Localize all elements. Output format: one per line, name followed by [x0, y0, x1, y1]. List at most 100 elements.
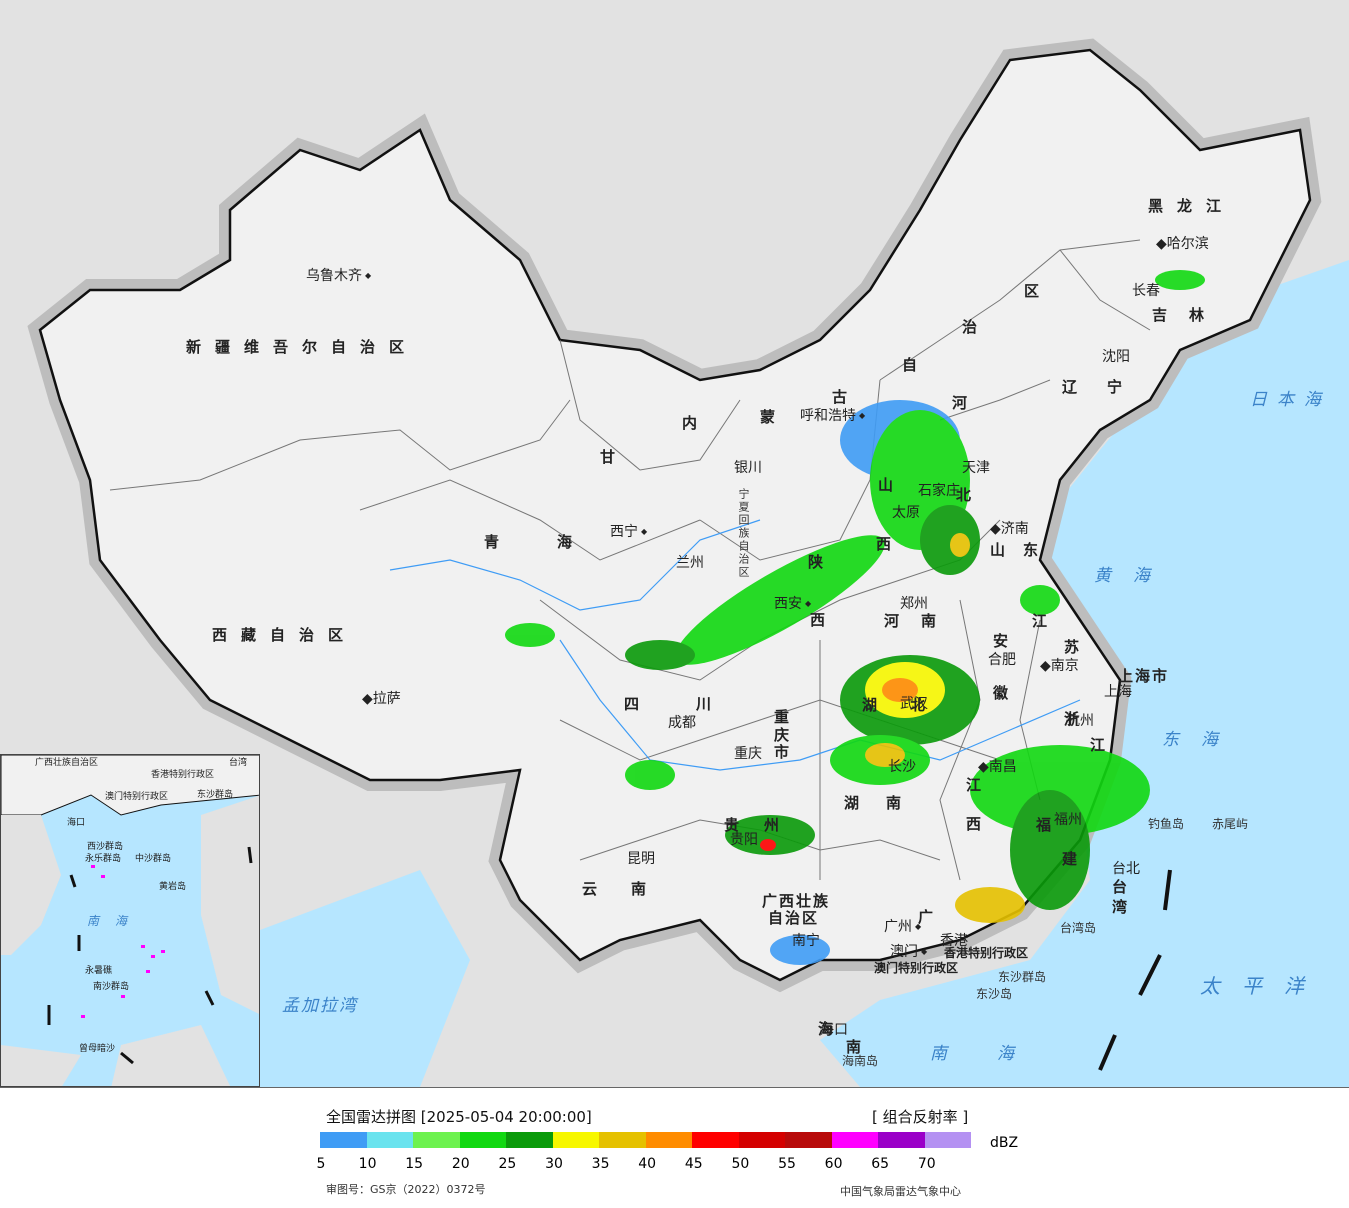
- city-hefei: 合肥: [988, 652, 1016, 668]
- legend-swatch: [738, 1132, 785, 1148]
- radar-map[interactable]: 新疆维吾尔自治区 西藏自治区 青海 甘 内 蒙 古 自 治 区 黑龙江 吉林 辽…: [0, 0, 1349, 1088]
- legend-swatch: [924, 1132, 971, 1148]
- label-guizhou-2: 州: [764, 816, 794, 834]
- label-yunnan: 云南: [582, 880, 681, 898]
- city-shenyang: 沈阳: [1102, 349, 1130, 365]
- label-neimenggu-2: 蒙: [760, 408, 790, 426]
- city-chongqing: 重庆: [734, 746, 762, 762]
- island-dongsha-islands: 东沙群岛: [998, 970, 1047, 984]
- label-sichuan-2: 川: [696, 695, 726, 713]
- label-shaanxi-1: 陕: [808, 553, 838, 571]
- city-jinan: ◆济南: [990, 521, 1029, 537]
- legend-tick-label: 15: [405, 1156, 424, 1172]
- label-hainan-2: 南: [846, 1038, 876, 1056]
- city-guangzhou: 广州: [884, 920, 921, 934]
- city-nanjing-name: 南京: [1050, 658, 1079, 674]
- label-neimenggu-5: 治: [962, 318, 992, 336]
- legend-swatch: [599, 1132, 646, 1148]
- label-liaoning: 辽宁: [1062, 378, 1153, 396]
- label-zhejiang-2: 江: [1090, 736, 1120, 754]
- label-hebei-2: 北: [956, 486, 986, 504]
- city-haikou: 海口: [820, 1022, 848, 1038]
- label-ningxia: 宁夏回族自治区: [737, 488, 750, 579]
- city-lhasa: ◆拉萨: [362, 691, 401, 707]
- legend-source: 中国气象局雷达气象中心: [840, 1185, 961, 1198]
- legend-tick-label: 25: [498, 1156, 517, 1172]
- city-zhengzhou: 郑州: [900, 596, 928, 612]
- label-hebei-1: 河: [952, 394, 982, 412]
- sea-japan: 日本海: [1250, 390, 1331, 410]
- city-chengdu: 成都: [668, 715, 696, 731]
- sea-bengal: 孟加拉湾: [282, 996, 358, 1016]
- inset-nansha: 南沙群岛: [93, 982, 130, 992]
- label-xinjiang: 新疆维吾尔自治区: [186, 338, 419, 356]
- city-lanzhou: 兰州: [676, 555, 704, 571]
- island-diaoyu: 钓鱼岛: [1148, 817, 1185, 831]
- legend-swatch: [552, 1132, 599, 1148]
- label-henan: 河南: [884, 612, 959, 630]
- label-hubei-2: 北: [910, 696, 940, 714]
- city-shijiazhuang: 石家庄: [918, 483, 960, 499]
- legend-panel: [0, 1088, 1349, 1208]
- island-dongsha: 东沙岛: [976, 987, 1013, 1001]
- city-harbin-name: 哈尔滨: [1166, 236, 1209, 252]
- city-hongkong: 香港: [940, 933, 968, 949]
- inset-dongsha: 东沙群岛: [197, 790, 234, 800]
- inset-yongshu: 永暑礁: [85, 966, 113, 976]
- inset-hongkong: 香港特别行政区: [151, 770, 215, 780]
- legend-tick-label: 35: [591, 1156, 610, 1172]
- inset-zhongsha: 中沙群岛: [135, 854, 172, 864]
- label-chongqing-2: 庆: [774, 726, 804, 744]
- label-guangxi-2: 自治区: [768, 909, 820, 927]
- city-harbin: ◆哈尔滨: [1156, 236, 1209, 252]
- label-shanxi-1: 山: [878, 476, 908, 494]
- label-anhui-2: 徽: [993, 684, 1023, 702]
- city-changsha: 长沙: [888, 759, 916, 775]
- label-neimenggu-3: 古: [832, 388, 862, 406]
- legend-tick-label: 40: [638, 1156, 657, 1172]
- rivers: [389, 519, 1081, 771]
- legend-tick-label: 10: [358, 1156, 377, 1172]
- label-neimenggu-4: 自: [902, 356, 932, 374]
- legend-swatch: [320, 1132, 367, 1148]
- city-nanchang: ◆南昌: [978, 759, 1017, 775]
- sea-pacific: 太平洋: [1200, 974, 1326, 998]
- label-hunan-2: 南: [886, 794, 916, 812]
- island-chiwei: 赤尾屿: [1212, 817, 1249, 831]
- legend-swatch: [878, 1132, 925, 1148]
- inset-south-sea: 南海: [87, 914, 144, 928]
- city-wuhan: 武汉: [900, 696, 928, 712]
- label-taiwan-1: 台: [1112, 878, 1142, 896]
- label-shanxi-2: 西: [876, 535, 906, 553]
- legend-tick-label: 45: [684, 1156, 703, 1172]
- ocean: [820, 260, 1349, 1087]
- label-shaanxi-2: 西: [810, 611, 840, 629]
- city-kunming: 昆明: [627, 851, 655, 867]
- city-urumqi: 乌鲁木齐: [306, 269, 371, 283]
- island-taiwan: 台湾岛: [1060, 921, 1097, 935]
- label-macau-sar: 澳门特别行政区: [874, 961, 959, 975]
- label-chongqing-3: 市: [774, 743, 804, 761]
- city-nanning: 南宁: [792, 933, 820, 949]
- legend-tick-label: 60: [824, 1156, 843, 1172]
- city-lhasa-name: 拉萨: [372, 691, 401, 707]
- label-jiangsu-1: 江: [1032, 612, 1062, 630]
- island-hainan: 海南岛: [842, 1054, 879, 1068]
- label-qinghai: 青海: [484, 533, 631, 551]
- label-zhejiang-1: 浙: [1064, 710, 1094, 728]
- city-macau: 澳门: [890, 945, 927, 959]
- inset-macau: 澳门特别行政区: [105, 792, 169, 802]
- inset-yongle: 永乐群岛: [85, 854, 122, 864]
- city-jinan-name: 济南: [1000, 521, 1029, 537]
- city-hangzhou: 杭州: [1066, 713, 1094, 729]
- label-fujian-1: 福: [1036, 816, 1066, 834]
- label-guizhou-1: 贵: [724, 816, 754, 834]
- inset-zengmu: 曾母暗沙: [79, 1044, 116, 1054]
- inset-graphics: [1, 755, 259, 1086]
- city-fuzhou: 福州: [1054, 812, 1082, 828]
- bengal-ocean: [260, 870, 470, 1087]
- label-fujian-2: 建: [1062, 850, 1092, 868]
- city-taipei: 台北: [1112, 861, 1140, 877]
- sea-east: 东海: [1162, 730, 1240, 750]
- inset-taiwan: 台湾: [229, 758, 248, 768]
